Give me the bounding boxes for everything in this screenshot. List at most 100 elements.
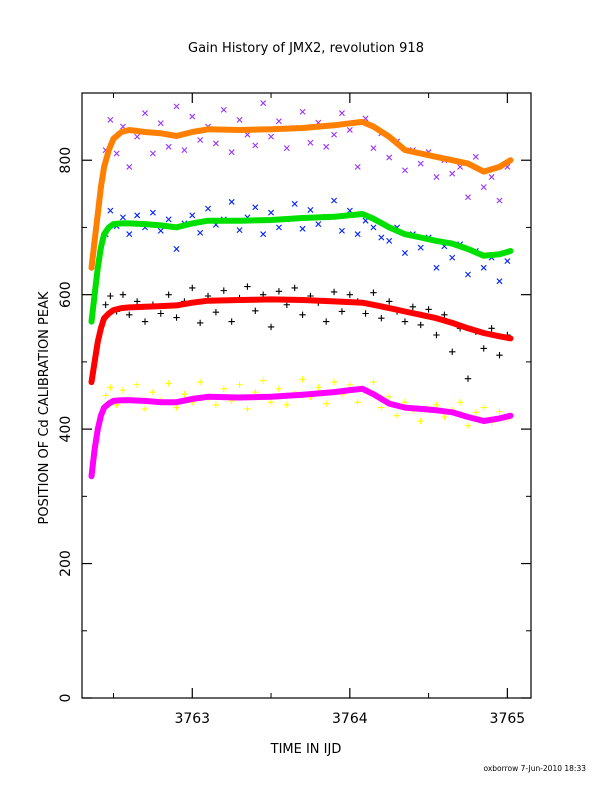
data-point [252, 307, 259, 314]
data-point [472, 153, 479, 160]
data-point [504, 258, 511, 265]
data-point [354, 163, 361, 170]
data-point [189, 113, 196, 120]
scatter-series [102, 376, 511, 429]
data-point [157, 120, 164, 127]
data-point [386, 237, 393, 244]
data-point [449, 170, 456, 177]
data-point [417, 321, 424, 329]
data-point [331, 197, 338, 204]
data-point [244, 283, 251, 290]
data-point [259, 377, 267, 384]
data-point [441, 311, 448, 319]
x-tick-label: 3765 [490, 711, 526, 727]
scatter-series [102, 100, 511, 204]
y-axis-label: POSITION OF Cd CALIBRATION PEAK [37, 291, 52, 524]
data-point [370, 145, 377, 152]
data-point [228, 198, 235, 205]
data-point [480, 345, 487, 352]
data-point [488, 325, 495, 332]
data-point [425, 306, 432, 313]
data-point [480, 264, 487, 271]
data-point [126, 231, 133, 238]
data-point [338, 227, 345, 234]
data-point [181, 147, 188, 154]
data-point [102, 301, 109, 308]
data-point [267, 323, 275, 331]
plot-frame [81, 92, 532, 699]
data-point [141, 318, 149, 325]
data-point [433, 331, 440, 339]
data-point [338, 110, 345, 117]
data-point [252, 142, 259, 149]
data-point [299, 311, 306, 319]
data-point [260, 231, 267, 238]
data-point [401, 399, 409, 406]
data-point [196, 378, 204, 386]
data-point [323, 143, 330, 150]
data-point [472, 409, 480, 416]
data-point [197, 229, 204, 236]
data-point [205, 205, 212, 212]
data-point [299, 108, 306, 115]
data-point [393, 412, 401, 419]
y-tick-label: 400 [58, 416, 74, 443]
scatter-series [102, 197, 511, 285]
data-point [102, 392, 109, 399]
data-point [480, 184, 487, 191]
data-point [464, 375, 472, 382]
data-point [433, 174, 440, 181]
data-point [236, 227, 243, 234]
fit-curve [88, 296, 514, 386]
data-point [157, 310, 164, 317]
data-point [338, 308, 346, 315]
data-point [480, 404, 487, 411]
axes: 3763 3764 3765 0 200 400 600 800 [58, 93, 531, 727]
data-point [496, 351, 503, 359]
data-point [141, 405, 149, 413]
data-point [464, 271, 471, 278]
data-point [409, 303, 417, 310]
data-point [464, 194, 471, 201]
data-point [370, 289, 377, 296]
y-tick-label: 200 [58, 550, 74, 577]
data-point [496, 278, 503, 285]
data-point [107, 207, 114, 214]
data-point [165, 216, 172, 223]
data-point [456, 399, 464, 406]
x-tick-label: 3764 [332, 711, 368, 727]
data-point [189, 284, 196, 292]
data-point [149, 209, 156, 216]
data-point [212, 308, 220, 316]
data-point [401, 250, 408, 256]
footer-credit: oxborrow 7-Jun-2010 18:33 [483, 764, 586, 773]
data-point [322, 318, 330, 325]
data-point [126, 163, 133, 170]
data-point [378, 234, 385, 241]
data-point [212, 401, 220, 409]
fit-curve [88, 118, 514, 271]
data-point [107, 384, 114, 391]
data-point [449, 254, 456, 261]
data-point [268, 133, 275, 140]
data-point [133, 298, 141, 305]
data-point [354, 399, 361, 406]
data-point [330, 288, 338, 296]
data-point [149, 388, 157, 396]
data-point [119, 214, 126, 221]
data-point [236, 116, 243, 123]
y-tick-label: 0 [58, 694, 74, 703]
chart-title: Gain History of JMX2, revolution 918 [188, 41, 424, 56]
data-point [386, 298, 393, 305]
data-point [220, 106, 227, 113]
data-point [107, 292, 114, 300]
x-axis-label: TIME IN IJD [270, 742, 342, 757]
data-point [386, 393, 393, 401]
data-point [330, 378, 338, 386]
data-point [315, 384, 322, 391]
fit-curve [88, 385, 514, 480]
data-point [220, 385, 227, 392]
data-point [417, 244, 424, 251]
data-point [370, 224, 377, 231]
